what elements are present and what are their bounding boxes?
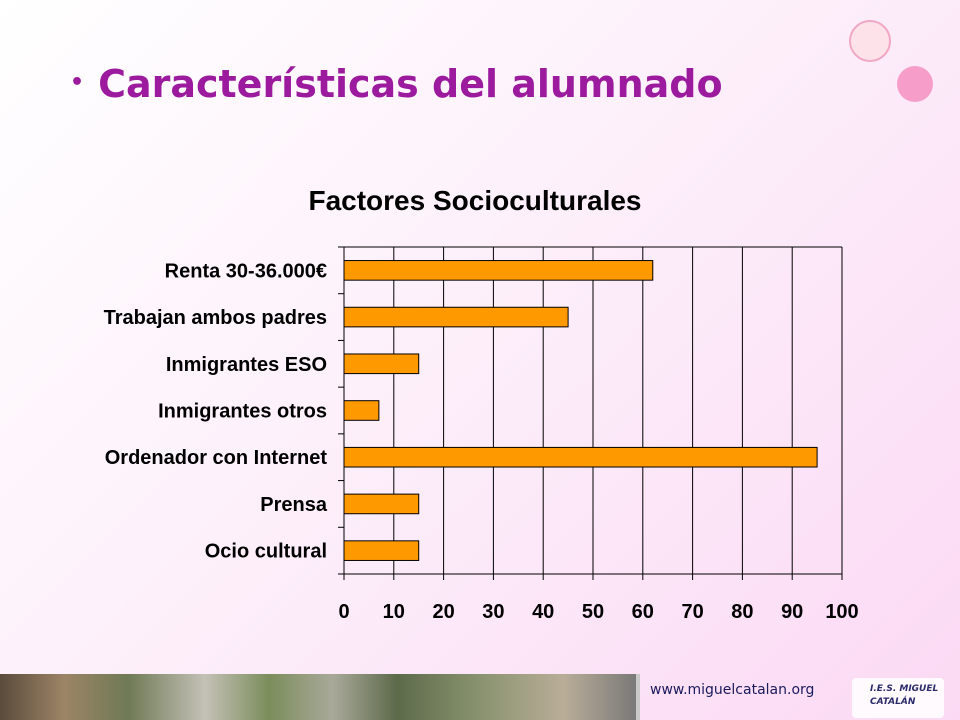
title-bullet: •: [70, 70, 85, 95]
x-tick-label: 70: [681, 601, 703, 623]
category-label: Inmigrantes ESO: [166, 354, 327, 376]
footer-photo-strip: [0, 674, 640, 720]
bar-4: [343, 446, 818, 468]
bar-0: [343, 260, 654, 281]
bar-3: [343, 400, 380, 421]
category-label: Renta 30-36.000€: [165, 260, 327, 282]
slide-title: • Características del alumnado: [70, 62, 723, 106]
decorative-circle-pink: [897, 66, 933, 102]
bar-2: [343, 353, 420, 375]
footer-separator: [636, 674, 640, 720]
category-label: Trabajan ambos padres: [104, 307, 327, 329]
x-tick-label: 80: [731, 601, 753, 623]
chart-title: Factores Socioculturales: [308, 185, 641, 216]
x-tick-label: 30: [482, 601, 504, 623]
x-tick-labels: 0 10 20 30 40 50 60 70 80 90 100: [338, 601, 858, 623]
school-logo-text: I.E.S. MIGUEL CATALÁN: [870, 684, 939, 707]
bar-1: [343, 306, 569, 328]
x-tick-label: 60: [632, 601, 654, 623]
category-labels: Renta 30-36.000€ Trabajan ambos padres Inm…: [104, 260, 328, 562]
category-label: Ocio cultural: [205, 541, 327, 563]
decorative-circle-light: [849, 20, 891, 62]
bar-chart: Factores Socioculturales Renta 30-36.000…: [104, 185, 859, 623]
category-label: Ordenador con Internet: [105, 447, 328, 469]
x-tick-label: 0: [338, 601, 349, 623]
footer-website-link[interactable]: www.miguelcatalan.org: [650, 682, 815, 698]
slide-title-text: Características del alumnado: [98, 62, 723, 106]
x-tick-label: 100: [825, 601, 858, 623]
bars: [343, 260, 818, 561]
x-tick-label: 50: [582, 601, 604, 623]
x-tick-label: 10: [383, 601, 405, 623]
x-tick-label: 40: [532, 601, 554, 623]
x-tick-label: 20: [432, 601, 454, 623]
plot-frame: [338, 246, 843, 580]
category-label: Prensa: [260, 494, 328, 516]
bar-5: [343, 493, 420, 515]
x-tick-label: 90: [781, 601, 803, 623]
grid-lines: [393, 247, 843, 574]
bar-6: [343, 540, 420, 561]
category-label: Inmigrantes otros: [158, 401, 327, 423]
school-logo: [852, 678, 944, 718]
